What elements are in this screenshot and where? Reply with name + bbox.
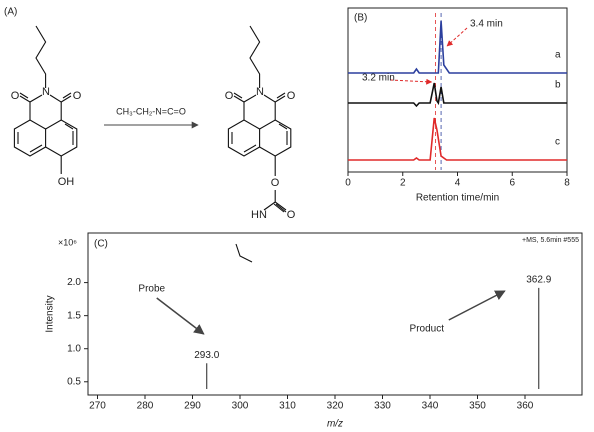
x-tick-label: 290	[184, 401, 201, 412]
annotation-arrow	[156, 297, 205, 335]
x-tick-label: 350	[469, 401, 486, 412]
x-tick-label: 320	[327, 401, 344, 412]
multiplier: ×10⁶	[58, 237, 77, 247]
value-label: 362.9	[526, 275, 551, 286]
series-label: c	[555, 137, 560, 148]
x-tick-label: 8	[564, 178, 570, 189]
x-axis-label: Retention time/min	[416, 193, 499, 204]
series-label: b	[555, 80, 561, 91]
x-tick-label: 360	[517, 401, 534, 412]
y-tick-label: 0.5	[67, 376, 81, 387]
y-tick-label: 2.0	[67, 277, 81, 288]
atom: O	[73, 90, 82, 102]
trace	[348, 82, 567, 108]
y-axis-label: Intensity	[45, 295, 56, 332]
series-label: a	[555, 50, 561, 61]
x-axis-label: m/z	[327, 419, 343, 430]
reagent: CH₃-CH₂-N=C=O	[116, 106, 186, 116]
annotation-arrow	[448, 290, 506, 321]
annotation: 3.2 min	[362, 73, 395, 84]
value-label: 293.0	[194, 350, 219, 361]
x-tick-label: 2	[400, 178, 406, 189]
atom: N	[42, 86, 50, 98]
reactant-structure	[13, 25, 78, 174]
x-tick-label: 280	[137, 401, 154, 412]
atom: OH	[58, 176, 75, 188]
panel-label: (C)	[94, 239, 108, 250]
atom: O	[11, 90, 20, 102]
panel-a: (A) O N O OH CH₃-CH₂-N=C=O O N O O	[4, 7, 296, 263]
panel-c-frame	[87, 232, 583, 396]
atom: O	[271, 177, 280, 189]
atom: O	[287, 209, 296, 221]
annotation: Product	[410, 324, 445, 335]
atom: O	[287, 90, 296, 102]
atom: HN	[251, 209, 267, 221]
x-tick-label: 0	[345, 178, 351, 189]
x-tick-label: 310	[279, 401, 296, 412]
panel-b-frame	[347, 7, 568, 173]
x-tick-label: 6	[509, 178, 515, 189]
x-tick-label: 270	[89, 401, 106, 412]
annotation-arrow	[446, 27, 468, 47]
subtitle: +MS, 5.6min #555	[522, 237, 579, 244]
atom: N	[256, 86, 264, 98]
panel-label: (A)	[4, 7, 17, 18]
atom: O	[225, 90, 234, 102]
panel-label: (B)	[354, 13, 367, 24]
trace	[348, 20, 567, 74]
x-tick-label: 330	[374, 401, 391, 412]
x-tick-label: 4	[455, 178, 461, 189]
annotation: 3.4 min	[470, 19, 503, 30]
y-tick-label: 1.0	[67, 343, 81, 354]
trace	[348, 117, 567, 161]
annotation: Probe	[138, 284, 165, 295]
x-tick-label: 340	[422, 401, 439, 412]
annotation-arrow	[389, 78, 433, 85]
x-tick-label: 300	[232, 401, 249, 412]
product-structure	[227, 25, 292, 263]
y-tick-label: 1.5	[67, 310, 81, 321]
